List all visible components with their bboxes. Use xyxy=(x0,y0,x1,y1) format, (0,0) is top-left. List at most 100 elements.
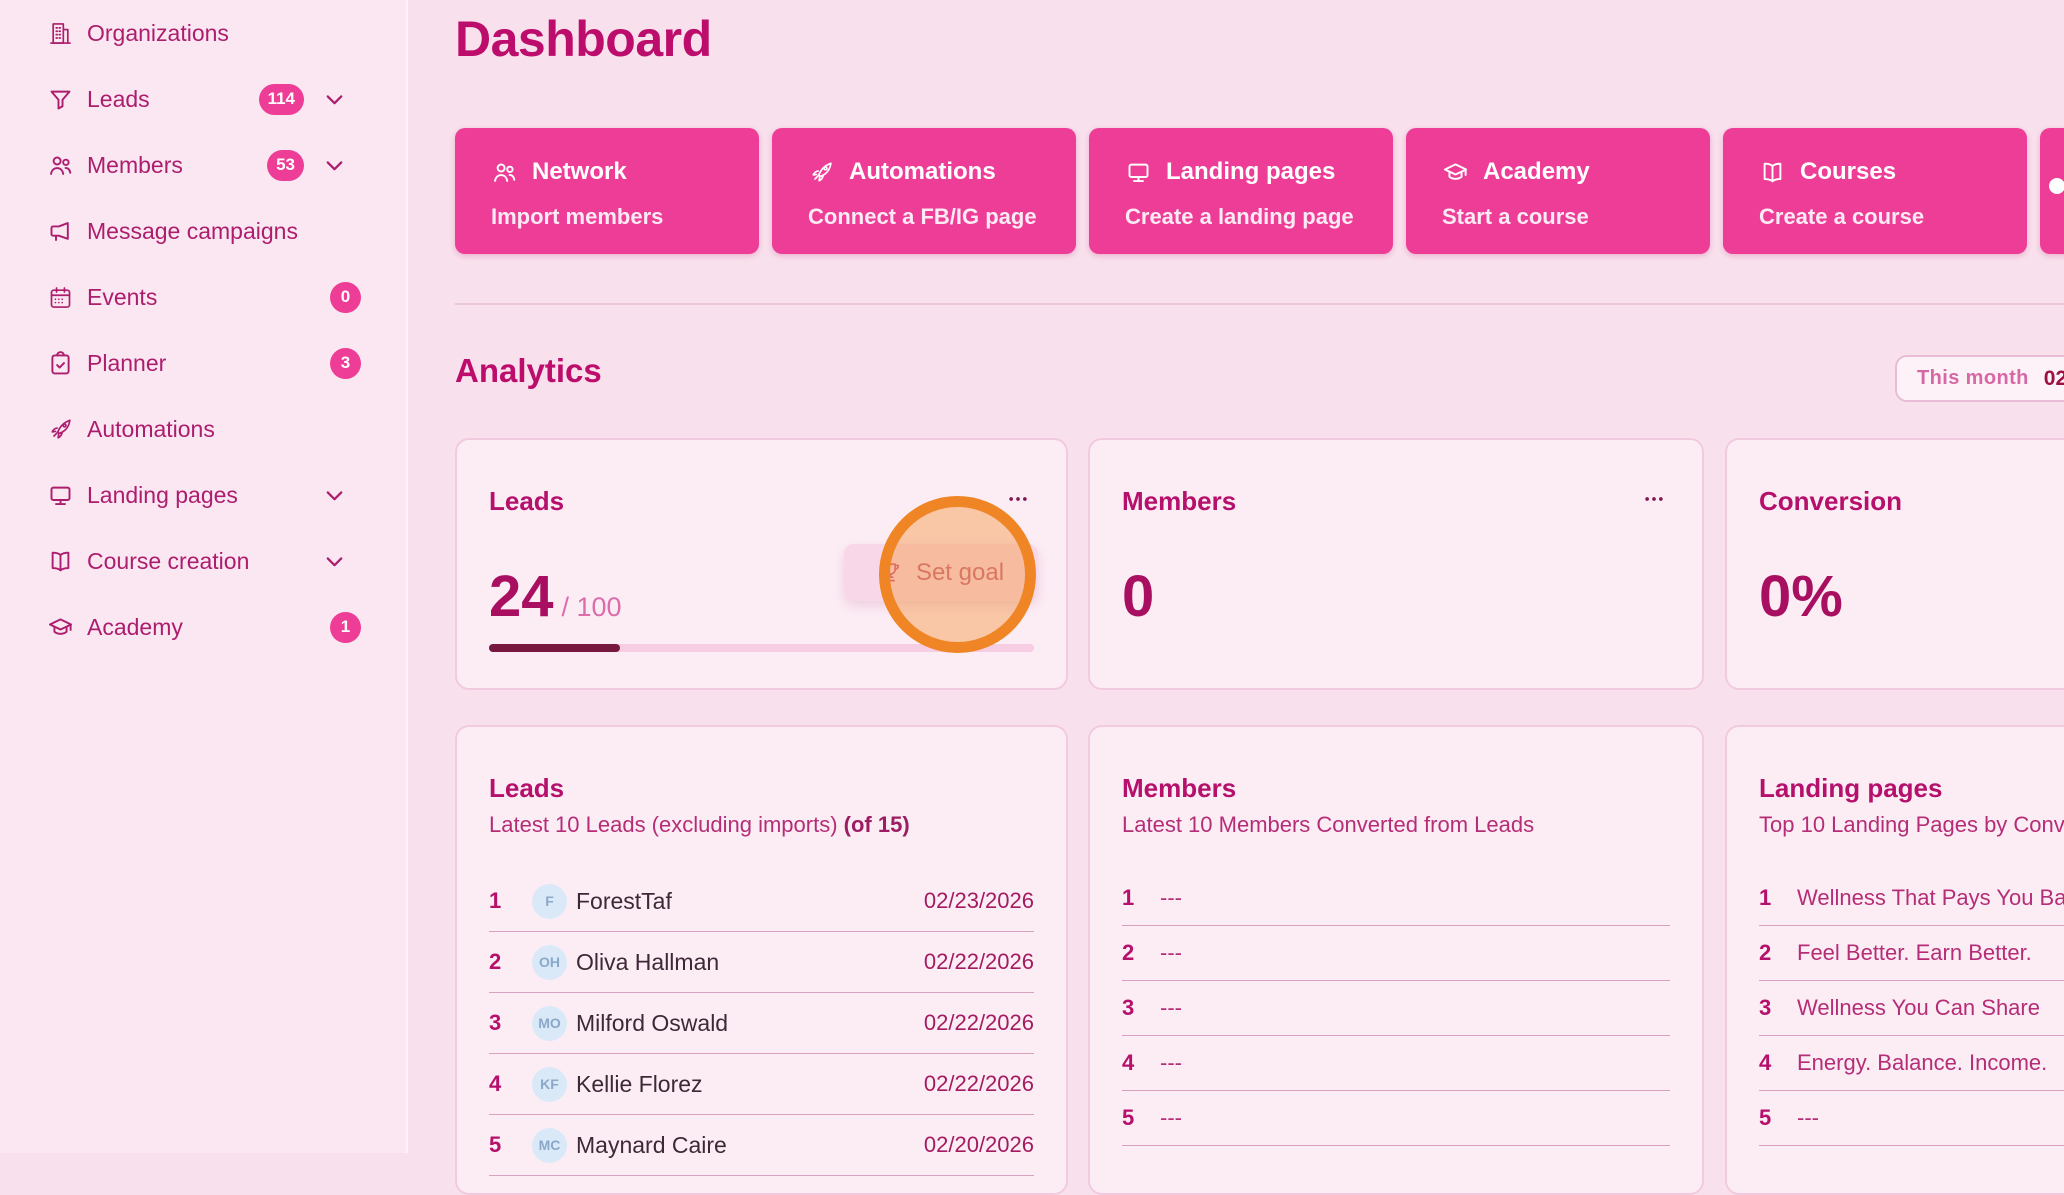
list-row[interactable]: 3 MO Milford Oswald 02/22/2026 xyxy=(489,993,1034,1054)
list-row: 4 --- xyxy=(1122,1036,1670,1091)
chevron-down-icon[interactable] xyxy=(321,152,348,179)
row-number: 3 xyxy=(1122,995,1135,1020)
list-row[interactable]: 2 Feel Better. Earn Better. xyxy=(1759,926,2064,981)
period-selector-button[interactable]: This month 02/0 xyxy=(1895,355,2064,402)
sidebar: Organizations Leads 114 Members 53 Messa… xyxy=(0,0,408,1153)
quick-action-card[interactable]: Academy Start a course xyxy=(1406,128,1710,254)
row-date: 02/20/2026 xyxy=(923,1132,1034,1157)
leads-rows: 1 F ForestTaf 02/23/2026 2 OH Oliva Hall… xyxy=(489,871,1034,1176)
rocket-icon xyxy=(808,159,835,186)
quick-action-title: Landing pages xyxy=(1166,158,1336,185)
sidebar-item-badge: 114 xyxy=(258,83,304,115)
row-name: Kellie Florez xyxy=(576,1070,703,1097)
sidebar-item[interactable]: Members 53 xyxy=(0,132,406,198)
quick-action-card[interactable]: Network Import members xyxy=(455,128,759,254)
row-number: 3 xyxy=(1759,995,1772,1020)
row-value: --- xyxy=(1160,1105,1182,1130)
list-title: Leads xyxy=(489,773,565,803)
list-row[interactable]: 5 MC Maynard Caire 02/20/2026 xyxy=(489,1115,1034,1176)
more-menu-button[interactable] xyxy=(1002,488,1034,510)
sidebar-item-label: Organizations xyxy=(87,19,229,46)
sidebar-item-badge: 0 xyxy=(330,281,361,313)
row-number: 5 xyxy=(489,1132,502,1157)
row-name: ForestTaf xyxy=(576,887,672,914)
sidebar-item[interactable]: Course creation xyxy=(0,528,406,594)
quick-actions-row: Network Import members Automations Conne… xyxy=(455,128,2064,254)
metric-value: 24 xyxy=(489,564,554,629)
avatar: KF xyxy=(532,1066,567,1102)
sidebar-item[interactable]: Message campaigns xyxy=(0,198,406,264)
list-row[interactable]: 2 OH Oliva Hallman 02/22/2026 xyxy=(489,932,1034,993)
list-row: 3 --- xyxy=(1122,981,1670,1036)
members-rows: 1 --- 2 --- 3 --- 4 --- xyxy=(1122,871,1670,1146)
quick-action-card[interactable]: Landing pages Create a landing page xyxy=(1089,128,1393,254)
metric-goal: / 100 xyxy=(561,592,622,622)
quick-action-subtitle: Import members xyxy=(491,204,664,229)
main-content: Dashboard Network Import members Automat… xyxy=(408,0,2064,1195)
row-value: --- xyxy=(1160,940,1182,965)
list-row[interactable]: 4 KF Kellie Florez 02/22/2026 xyxy=(489,1054,1034,1115)
list-subtitle: Top 10 Landing Pages by Convers xyxy=(1759,812,2064,837)
people-icon xyxy=(47,152,74,179)
chevron-down-icon[interactable] xyxy=(321,86,348,113)
sidebar-item-label: Landing pages xyxy=(87,481,238,508)
list-row: 1 --- xyxy=(1122,871,1670,926)
sidebar-item-badge: 3 xyxy=(330,347,361,379)
members-list-card: Members Latest 10 Members Converted from… xyxy=(1088,725,1704,1195)
sidebar-item[interactable]: Events 0 xyxy=(0,264,406,330)
progress-bar xyxy=(489,644,1034,652)
quick-action-header: Automations xyxy=(808,158,996,186)
conversion-metric-card: Conversion 0% xyxy=(1725,438,2064,690)
quick-action-subtitle: Connect a FB/IG page xyxy=(808,204,1037,229)
monitor-icon xyxy=(1125,159,1152,186)
quick-action-title: Academy xyxy=(1483,158,1590,185)
page-title: Dashboard xyxy=(455,11,712,67)
sidebar-item[interactable]: Landing pages xyxy=(0,462,406,528)
metric-value: 0 xyxy=(1122,564,1155,629)
building-icon xyxy=(47,20,74,47)
chevron-down-icon[interactable] xyxy=(321,482,348,509)
sidebar-item-badge: 1 xyxy=(330,611,361,643)
row-date: 02/22/2026 xyxy=(923,949,1034,974)
sidebar-item[interactable]: Planner 3 xyxy=(0,330,406,396)
row-value: --- xyxy=(1160,1050,1182,1075)
section-divider xyxy=(455,303,2064,305)
quick-action-card-partial[interactable] xyxy=(2040,128,2064,254)
row-number: 4 xyxy=(1759,1050,1772,1075)
list-row[interactable]: 4 Energy. Balance. Income. xyxy=(1759,1036,2064,1091)
sidebar-item[interactable]: Leads 114 xyxy=(0,66,406,132)
row-number: 2 xyxy=(489,949,502,974)
quick-action-subtitle: Create a course xyxy=(1759,204,1925,229)
click-indicator xyxy=(879,496,1036,653)
avatar: MC xyxy=(532,1127,567,1163)
row-name: Oliva Hallman xyxy=(576,948,720,975)
list-subtitle: Latest 10 Leads (excluding imports) (of … xyxy=(489,812,910,837)
sidebar-item-label: Planner xyxy=(87,349,167,376)
sidebar-item-label: Automations xyxy=(87,415,215,442)
list-row[interactable]: 3 Wellness You Can Share xyxy=(1759,981,2064,1036)
funnel-icon xyxy=(47,86,74,113)
quick-action-card[interactable]: Courses Create a course xyxy=(1723,128,2027,254)
clipboard-check-icon xyxy=(47,350,74,377)
sidebar-item-label: Academy xyxy=(87,613,183,640)
more-menu-button[interactable] xyxy=(1638,488,1670,510)
avatar: MO xyxy=(532,1005,567,1041)
chevron-down-icon[interactable] xyxy=(321,548,348,575)
sidebar-item-label: Members xyxy=(87,151,183,178)
list-row[interactable]: 1 Wellness That Pays You Back xyxy=(1759,871,2064,926)
sidebar-item[interactable]: Automations xyxy=(0,396,406,462)
sidebar-item[interactable]: Academy 1 xyxy=(0,594,406,660)
metric-value: 0% xyxy=(1759,564,1843,629)
list-row[interactable]: 1 F ForestTaf 02/23/2026 xyxy=(489,871,1034,932)
row-number: 1 xyxy=(489,888,502,913)
sidebar-item[interactable]: Organizations xyxy=(0,0,406,66)
quick-action-title: Network xyxy=(532,158,627,185)
quick-action-header: Academy xyxy=(1442,158,1590,186)
row-number: 5 xyxy=(1122,1105,1135,1130)
quick-action-card[interactable]: Automations Connect a FB/IG page xyxy=(772,128,1076,254)
analytics-heading: Analytics xyxy=(455,352,602,389)
row-number: 1 xyxy=(1759,885,1772,910)
people-icon xyxy=(491,159,518,186)
row-date: 02/22/2026 xyxy=(923,1010,1034,1035)
list-row[interactable]: 5 --- xyxy=(1759,1091,2064,1146)
